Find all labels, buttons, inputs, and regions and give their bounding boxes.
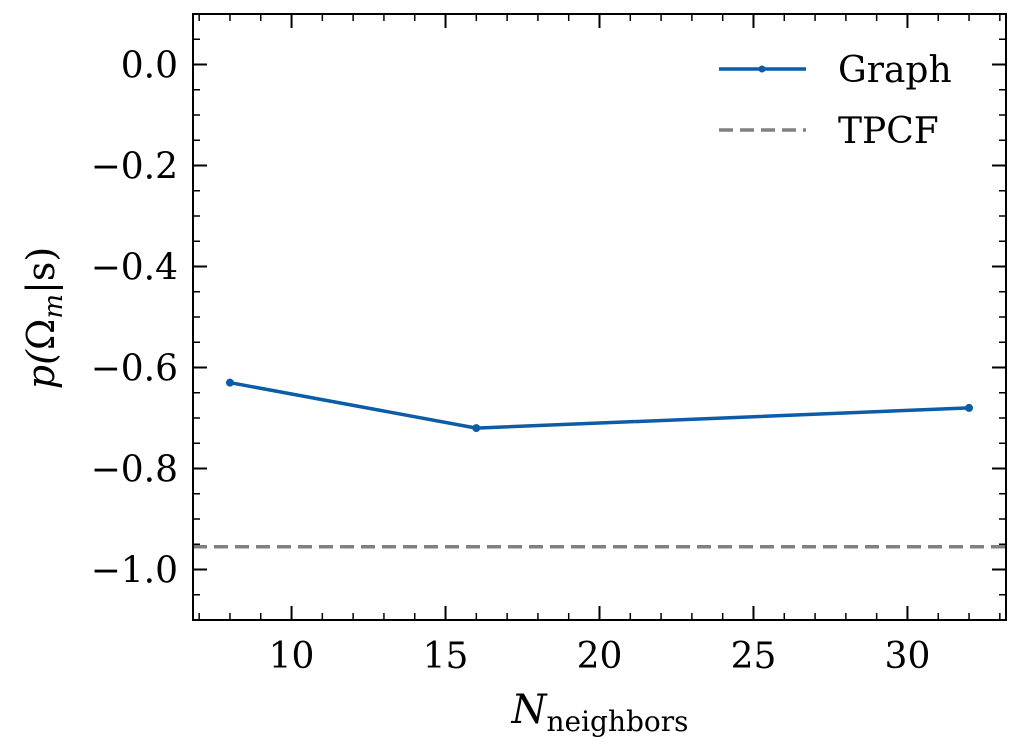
data-point	[225, 378, 234, 387]
y-axis-label-p: p(	[19, 349, 63, 389]
tick-marks	[193, 14, 1006, 620]
legend-label-graph: Graph	[838, 50, 952, 91]
legend-marker-graph	[758, 65, 766, 73]
x-tick-label: 20	[577, 636, 623, 677]
y-axis-label-omega: Ω	[19, 319, 63, 351]
y-tick-label: 0.0	[121, 46, 178, 87]
tick-labels: 10 15 20 25 30 0.0 −0.2 −0.4 −0.6 −0.8 −1.0	[91, 46, 931, 678]
y-tick-label: −0.8	[91, 450, 178, 491]
y-axis-label: p(Ωm|s)	[19, 247, 69, 389]
x-tick-label: 25	[731, 636, 777, 677]
y-axis-label-rest: |s)	[19, 247, 63, 294]
y-axis-label-sub: m	[39, 294, 69, 319]
data-point	[965, 403, 974, 412]
y-tick-label: −1.0	[91, 551, 178, 592]
legend-label-tpcf: TPCF	[838, 111, 939, 152]
x-axis-label: Nneighbors	[510, 687, 688, 738]
legend: Graph TPCF	[719, 50, 952, 152]
x-tick-label: 30	[885, 636, 931, 677]
y-tick-label: −0.2	[91, 147, 178, 188]
x-axis-label-sub: neighbors	[546, 705, 688, 738]
x-tick-label: 15	[423, 636, 469, 677]
y-tick-label: −0.4	[91, 248, 178, 289]
series-group	[225, 378, 974, 433]
y-tick-label: −0.6	[91, 349, 178, 390]
x-axis-label-main: N	[510, 687, 548, 733]
x-tick-label: 10	[269, 636, 315, 677]
data-point	[472, 424, 481, 433]
plot-frame	[192, 13, 1007, 621]
